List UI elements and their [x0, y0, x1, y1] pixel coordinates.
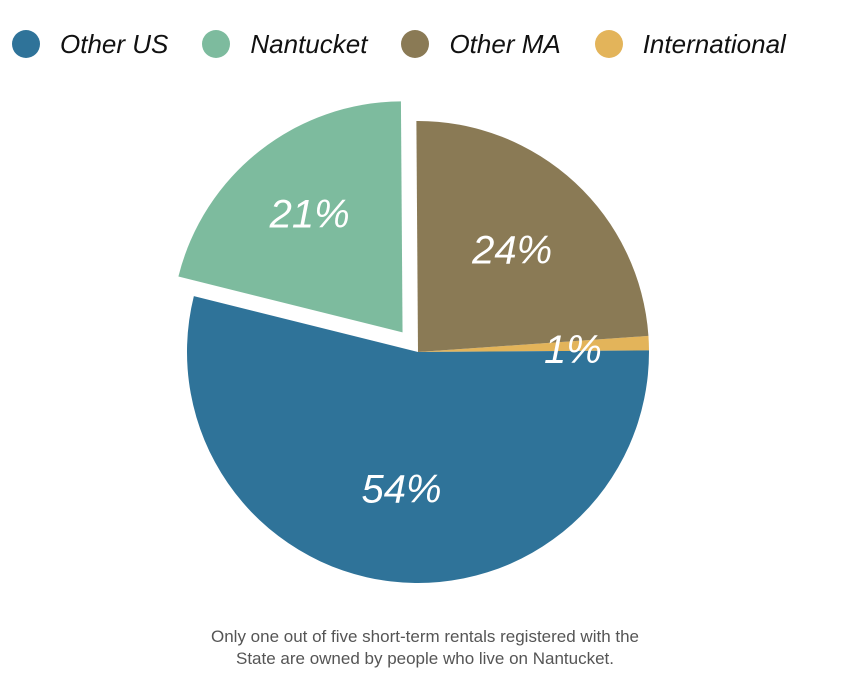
slice-label-nantucket: 21%: [269, 192, 350, 236]
legend-label-international: International: [642, 28, 786, 59]
legend-item-other-ma: Other MA: [401, 28, 561, 60]
legend-swatch-nantucket: [202, 30, 231, 58]
legend-swatch-international: [594, 30, 623, 58]
legend-swatch-other-us: [12, 30, 40, 58]
legend-label-nantucket: Nantucket: [250, 28, 368, 59]
pie-slice-international: [418, 335, 649, 352]
legend-label-other-us: Other US: [60, 28, 169, 59]
chart-legend: Other US Nantucket Other MA International: [12, 24, 786, 64]
slice-label-other-ma: 24%: [471, 228, 552, 272]
legend-item-international: International: [594, 28, 786, 60]
slice-label-international: 1%: [544, 328, 602, 372]
pie-slice-other-ma: [416, 121, 649, 352]
legend-swatch-other-ma: [401, 30, 430, 58]
legend-item-nantucket: Nantucket: [202, 29, 367, 60]
legend-label-other-ma: Other MA: [449, 28, 561, 59]
caption-line-1: Only one out of five short-term rentals …: [210, 627, 640, 646]
slice-label-other-us: 54%: [362, 468, 442, 512]
pie-slice-nantucket: [178, 101, 403, 333]
pie-chart: 1% 54% 21% 24%: [178, 101, 650, 583]
legend-item-other-us: Other US: [12, 29, 168, 60]
chart-caption: Only one out of five short-term rentals …: [0, 626, 850, 670]
caption-line-2: State are owned by people who live on Na…: [235, 649, 615, 668]
pie-slice-other-us: [187, 296, 650, 583]
